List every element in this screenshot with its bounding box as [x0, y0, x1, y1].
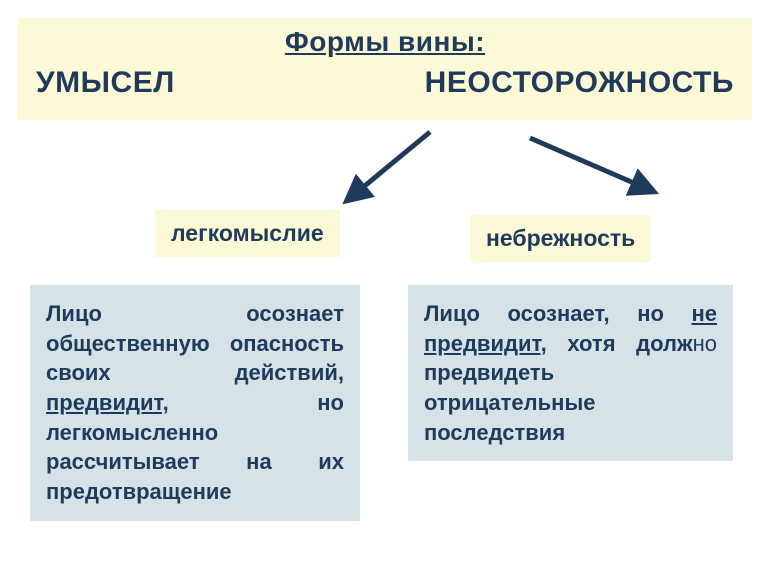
desc-left-underline: предвидит, — [46, 390, 169, 415]
header-row: УМЫСЕЛ НЕОСТОРОЖНОСТЬ — [30, 66, 740, 100]
diagram-title: Формы вины: — [30, 26, 740, 58]
header-box: Формы вины: УМЫСЕЛ НЕОСТОРОЖНОСТЬ — [18, 18, 752, 120]
branch-label-right: небрежность — [470, 215, 651, 262]
arrow-left — [350, 132, 430, 198]
branch-desc-left: Лицо осознает общественную опасность сво… — [30, 285, 360, 521]
branch-desc-right: Лицо осознает, но не предвидит, хотя дол… — [408, 285, 733, 461]
branch-label-left: легкомыслие — [155, 210, 340, 257]
root-category-left: УМЫСЕЛ — [36, 66, 175, 100]
desc-right-thin: но — [693, 331, 717, 356]
root-category-right: НЕОСТОРОЖНОСТЬ — [425, 66, 734, 100]
desc-right-pre: Лицо осознает, но — [424, 301, 691, 326]
desc-right-post: предвидеть отрицательные последствия — [424, 360, 595, 444]
branch-arrows — [320, 120, 690, 210]
desc-right-mid: , хотя долж — [541, 331, 693, 356]
arrow-right — [530, 138, 650, 190]
desc-left-pre: Лицо осознает общественную опасность сво… — [46, 301, 344, 385]
